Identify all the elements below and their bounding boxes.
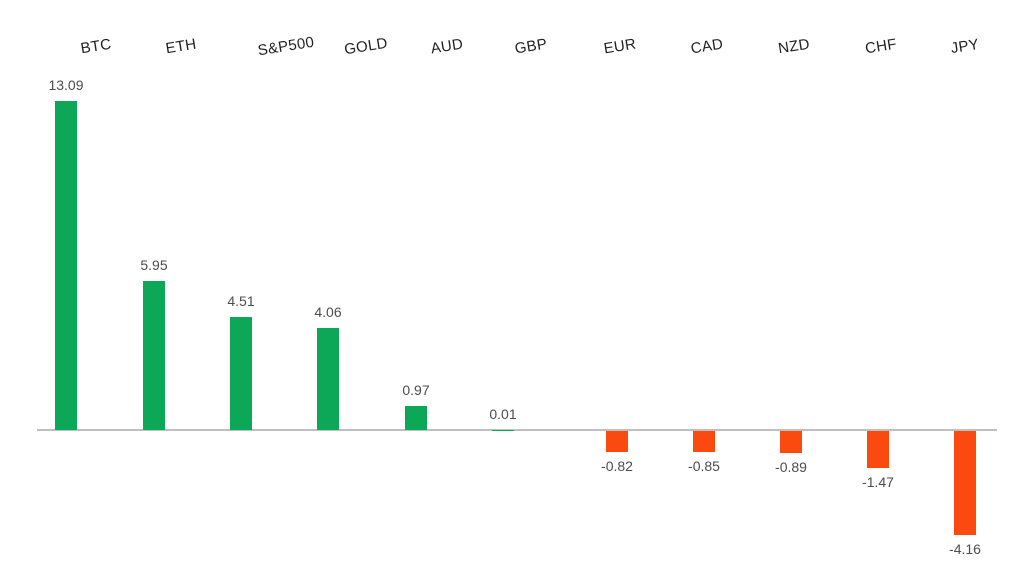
bar-ETH [143, 280, 165, 430]
value-label-AUD: 0.97 [402, 381, 430, 398]
value-label-GBP: 0.01 [489, 405, 517, 422]
value-label-BTC: 13.09 [48, 77, 84, 94]
bar-AUD [405, 405, 427, 430]
bar-EUR [606, 431, 628, 452]
bar-BTC [55, 101, 77, 430]
value-label-NZD: -0.89 [775, 459, 807, 476]
bar-CHF [867, 431, 889, 468]
value-label-S&P500: 4.51 [227, 292, 255, 309]
bar-NZD [780, 431, 802, 454]
x-axis-line [37, 429, 997, 431]
value-label-CAD: -0.85 [688, 458, 720, 475]
value-label-ETH: 5.95 [140, 256, 168, 273]
value-label-CHF: -1.47 [862, 473, 894, 490]
bar-GOLD [317, 328, 339, 430]
bar-JPY [954, 431, 976, 536]
value-label-JPY: -4.16 [949, 541, 981, 558]
bar-S&P500 [230, 316, 252, 430]
value-label-EUR: -0.82 [601, 457, 633, 474]
bar-CAD [693, 431, 715, 453]
value-label-GOLD: 4.06 [314, 304, 342, 321]
